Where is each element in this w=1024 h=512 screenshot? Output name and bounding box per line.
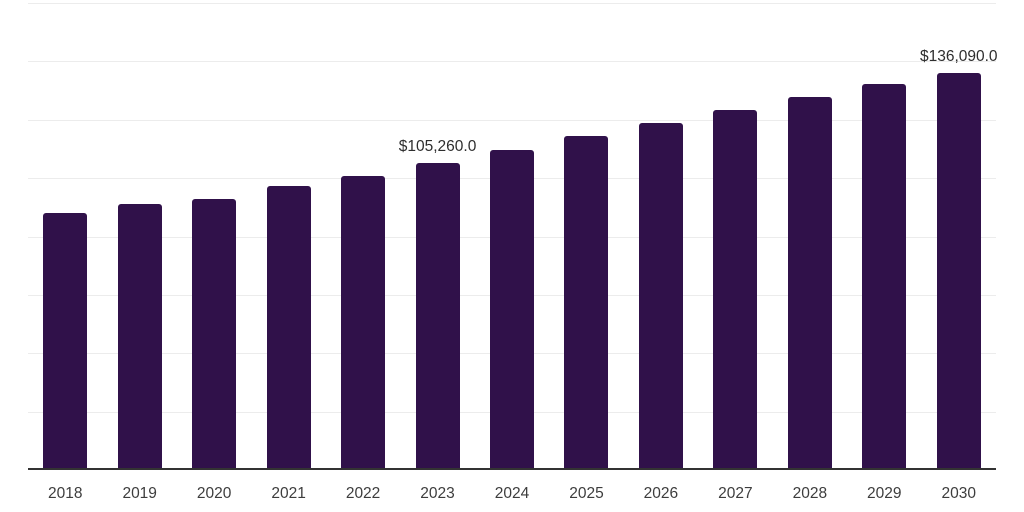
x-tick-2018: 2018: [47, 485, 83, 502]
x-tick-2027: 2027: [718, 485, 753, 502]
x-tick-2021: 2021: [271, 485, 306, 502]
x-tick-2025: 2025: [569, 485, 604, 502]
x-tick-2024: 2024: [494, 485, 530, 502]
bar-2019[interactable]: [117, 204, 162, 470]
x-tick-2023: 2023: [420, 485, 455, 502]
x-tick-2030: 2030: [941, 485, 977, 502]
bar-2023[interactable]: [415, 162, 460, 470]
bar-2028[interactable]: [787, 97, 832, 470]
x-tick-2028: 2028: [792, 485, 828, 502]
gridline: [28, 61, 996, 63]
bar-2025[interactable]: [564, 136, 609, 470]
bar-2024[interactable]: [490, 150, 534, 470]
data-label-2030: $136,090.0: [919, 47, 998, 65]
x-tick-2020: 2020: [196, 485, 232, 502]
bar-2021[interactable]: [266, 186, 311, 470]
gridline: [28, 3, 996, 4]
x-tick-2019: 2019: [122, 485, 157, 502]
x-tick-2029: 2029: [867, 485, 902, 502]
bar-2022[interactable]: [341, 175, 386, 470]
plot-area: $105,260.0 $136,090.0: [28, 3, 998, 470]
data-label-2023: $105,260.0: [398, 137, 477, 155]
bar-2020[interactable]: [192, 198, 237, 470]
x-axis-line: [28, 468, 996, 470]
bar-2026[interactable]: [638, 122, 683, 470]
x-tick-2026: 2026: [643, 485, 679, 502]
bar-2027[interactable]: [713, 110, 758, 470]
bar-2018[interactable]: [43, 213, 88, 470]
x-tick-2022: 2022: [345, 485, 381, 502]
bar-2029[interactable]: [862, 83, 907, 470]
gridline: [28, 119, 996, 121]
bar-2030[interactable]: [936, 72, 981, 470]
